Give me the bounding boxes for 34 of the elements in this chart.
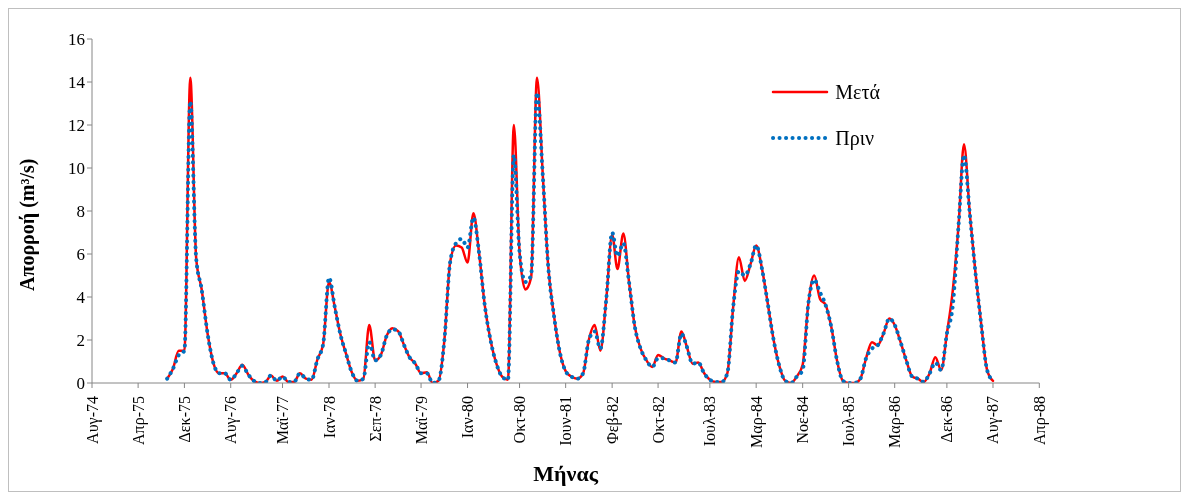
x-tick-label: Ιαν-78 bbox=[320, 396, 338, 439]
x-tick-label: Μαρ-84 bbox=[747, 396, 766, 448]
y-tick-label: 8 bbox=[76, 202, 85, 222]
y-tick-label: 14 bbox=[68, 73, 86, 93]
x-tick-label: Αυγ-87 bbox=[984, 396, 1003, 444]
x-tick-label: Ιαν-80 bbox=[459, 396, 477, 439]
x-tick-label: Απρ-75 bbox=[129, 396, 148, 445]
x-tick-label: Νοε-84 bbox=[794, 396, 812, 444]
x-tick-label: Μαρ-86 bbox=[886, 396, 905, 448]
x-tick-label: Αυγ-74 bbox=[83, 396, 102, 444]
x-tick-label: Φεβ-82 bbox=[603, 396, 622, 444]
x-tick-label: Μαϊ-77 bbox=[274, 396, 292, 445]
y-tick-label: 16 bbox=[68, 30, 85, 50]
x-tick-label: Ιουν-81 bbox=[557, 396, 575, 446]
y-tick-label: 4 bbox=[76, 288, 86, 308]
y-tick-label: 2 bbox=[76, 331, 85, 351]
x-tick-label: Ιουλ-85 bbox=[840, 396, 858, 447]
y-axis-title: Απορροή (m³/s) bbox=[16, 158, 40, 291]
x-tick-label: Οκτ-80 bbox=[511, 396, 529, 444]
y-tick-label: 10 bbox=[68, 159, 85, 179]
x-tick-label: Οκτ-82 bbox=[649, 396, 667, 444]
x-tick-label: Αυγ-76 bbox=[222, 396, 241, 444]
y-tick-label: 12 bbox=[68, 116, 85, 136]
x-tick-label: Ιουλ-83 bbox=[701, 396, 719, 447]
x-tick-label: Δεκ-75 bbox=[175, 396, 193, 443]
x-tick-label: Δεκ-86 bbox=[938, 396, 956, 443]
x-tick-label: Σεπ-78 bbox=[366, 396, 384, 442]
x-tick-label: Απρ-88 bbox=[1030, 396, 1049, 445]
legend-label: Πριν bbox=[835, 126, 875, 150]
y-tick-label: 6 bbox=[76, 245, 85, 265]
legend-label: Μετά bbox=[835, 80, 880, 104]
x-tick-label: Μαϊ-79 bbox=[412, 396, 430, 445]
x-axis-title: Μήνας bbox=[533, 461, 599, 486]
y-tick-label: 0 bbox=[76, 374, 85, 394]
